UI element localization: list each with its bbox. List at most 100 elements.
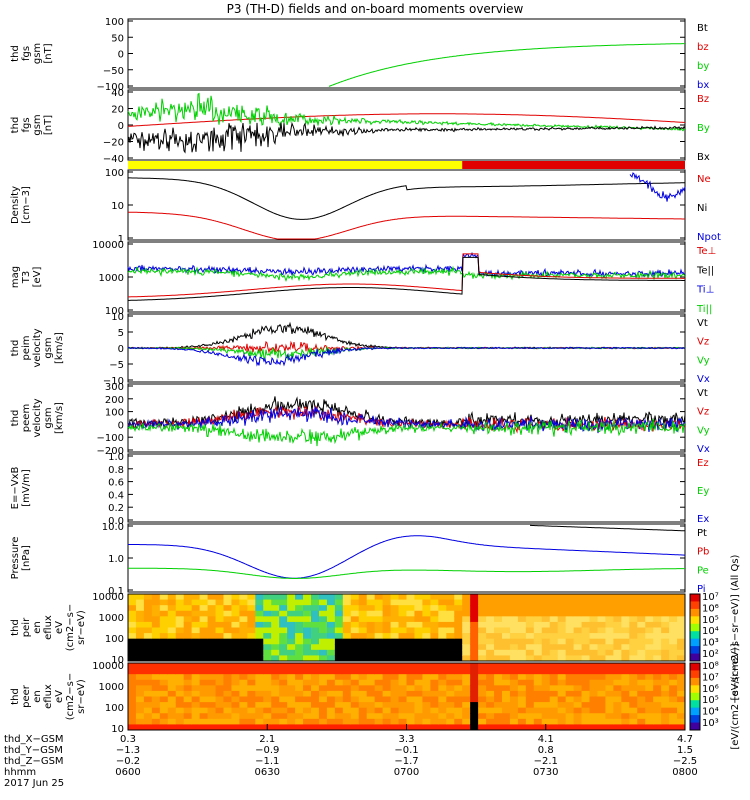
heatmap-cell: [645, 696, 654, 703]
y-tick-label: 100: [105, 306, 124, 317]
heatmap-cell: [183, 621, 193, 628]
heatmap-cell: [414, 663, 423, 670]
heatmap-cell: [486, 696, 495, 703]
heatmap-cell: [382, 649, 392, 656]
heatmap-cell: [318, 599, 328, 606]
heatmap-cell: [374, 724, 384, 731]
heatmap-cell: [143, 702, 153, 709]
heatmap-cell: [382, 644, 392, 651]
heatmap-cell: [406, 713, 415, 720]
heatmap-cell: [342, 621, 352, 628]
heatmap-cell: [167, 644, 177, 651]
heatmap-cell: [350, 610, 360, 617]
heatmap-cell: [135, 690, 145, 697]
heatmap-cell: [581, 638, 591, 645]
heatmap-cell: [549, 674, 559, 681]
heatmap-cell: [167, 707, 177, 714]
heatmap-cell: [557, 702, 567, 709]
heatmap-cell: [295, 674, 304, 681]
heatmap-cell: [318, 627, 328, 634]
heatmap-cell: [382, 696, 392, 703]
heatmap-cell: [128, 690, 137, 697]
heatmap-cell: [605, 690, 614, 697]
heatmap-cell: [191, 594, 201, 601]
heatmap-cell: [374, 594, 384, 601]
heatmap-cell: [382, 633, 392, 640]
heatmap-cell: [637, 633, 646, 640]
heatmap-cell: [143, 627, 153, 634]
heatmap-cell: [541, 696, 551, 703]
heatmap-cell: [446, 605, 455, 612]
heatmap-cell: [486, 605, 495, 612]
heatmap-cell: [430, 690, 439, 697]
colorbar-segment: [690, 722, 700, 731]
heatmap-cell: [159, 718, 169, 725]
heatmap-cell: [175, 649, 185, 656]
heatmap-cell: [231, 674, 240, 681]
heatmap-cell: [239, 679, 248, 686]
heatmap-cell: [470, 627, 479, 634]
heatmap-cell: [494, 610, 503, 617]
heatmap-cell: [390, 644, 400, 651]
heatmap-cell: [303, 627, 312, 634]
heatmap-cell: [303, 713, 312, 720]
heatmap-cell: [621, 663, 630, 670]
heatmap-cell: [318, 655, 328, 662]
heatmap-cell: [613, 599, 622, 606]
heatmap-cell: [128, 685, 137, 692]
heatmap-cell: [366, 644, 376, 651]
heatmap-cell: [334, 610, 344, 617]
heatmap-cell: [517, 674, 527, 681]
heatmap-cell: [239, 685, 248, 692]
heatmap-cell: [350, 679, 360, 686]
heatmap-cell: [271, 644, 280, 651]
heatmap-cell: [311, 690, 320, 697]
heatmap-cell: [128, 718, 137, 725]
heatmap-cell: [533, 674, 543, 681]
heatmap-cell: [183, 599, 193, 606]
heatmap-cell: [374, 696, 384, 703]
x-axis-value: −2.1: [534, 756, 558, 767]
trace-ne: [127, 211, 685, 240]
heatmap-cell: [135, 685, 145, 692]
heatmap-cell: [223, 690, 232, 697]
heatmap-cell: [358, 594, 368, 601]
heatmap-cell: [311, 724, 320, 731]
heatmap-cell: [239, 724, 248, 731]
heatmap-cell: [334, 707, 344, 714]
heatmap-cell: [263, 685, 272, 692]
heatmap-cell: [358, 668, 368, 675]
y-tick-label: 1: [118, 234, 124, 245]
heatmap-cell: [358, 633, 368, 640]
panel-frame: [127, 241, 686, 313]
heatmap-cell: [191, 638, 201, 645]
heatmap-cell: [661, 610, 670, 617]
heatmap-cell: [406, 707, 415, 714]
heatmap-cell: [629, 707, 638, 714]
heatmap-cell: [318, 668, 328, 675]
heatmap-cell: [199, 696, 209, 703]
y-tick-label: 10000: [92, 661, 124, 672]
heatmap-cell: [517, 713, 527, 720]
legend-entry: Ni: [697, 203, 707, 214]
trace-vx: [127, 405, 686, 434]
heatmap-cell: [191, 713, 201, 720]
heatmap-cell: [645, 685, 654, 692]
heatmap-cell: [501, 724, 511, 731]
heatmap-cell: [549, 655, 559, 662]
heatmap-cell: [223, 702, 232, 709]
y-axis-label: en: [32, 621, 43, 634]
heatmap-cell: [605, 638, 614, 645]
heatmap-cell: [454, 690, 463, 697]
heatmap-cell: [167, 690, 177, 697]
colorbar-segment: [690, 631, 700, 640]
y-axis-label: mag: [10, 266, 21, 288]
heatmap-cell: [486, 616, 495, 623]
heatmap-cell: [486, 718, 495, 725]
heatmap-cell: [231, 707, 240, 714]
heatmap-cell: [207, 702, 217, 709]
colorbar-tick-label: 10⁴: [702, 626, 719, 637]
heatmap-cell: [207, 685, 217, 692]
heatmap-cell: [549, 621, 559, 628]
heatmap-cell: [478, 668, 487, 675]
